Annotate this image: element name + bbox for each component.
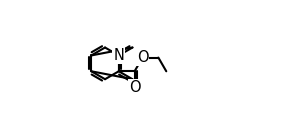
Text: O: O (137, 50, 148, 65)
Text: N: N (113, 48, 124, 63)
Text: O: O (129, 80, 140, 95)
